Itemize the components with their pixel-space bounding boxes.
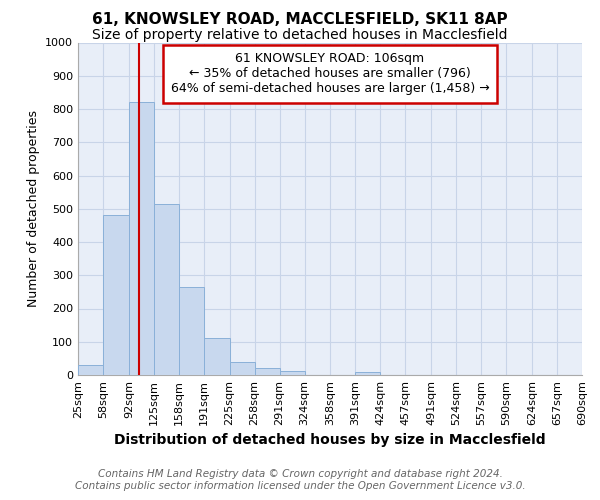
- Text: Size of property relative to detached houses in Macclesfield: Size of property relative to detached ho…: [92, 28, 508, 42]
- Bar: [230, 362, 254, 375]
- X-axis label: Distribution of detached houses by size in Macclesfield: Distribution of detached houses by size …: [114, 434, 546, 448]
- Bar: [280, 371, 305, 375]
- Bar: [355, 372, 380, 375]
- Bar: [78, 365, 103, 375]
- Bar: [154, 204, 179, 375]
- Text: Contains HM Land Registry data © Crown copyright and database right 2024.
Contai: Contains HM Land Registry data © Crown c…: [74, 470, 526, 491]
- Text: 61, KNOWSLEY ROAD, MACCLESFIELD, SK11 8AP: 61, KNOWSLEY ROAD, MACCLESFIELD, SK11 8A…: [92, 12, 508, 28]
- Bar: [179, 287, 204, 375]
- Bar: [254, 368, 280, 375]
- Bar: [129, 102, 154, 375]
- Text: 61 KNOWSLEY ROAD: 106sqm
← 35% of detached houses are smaller (796)
64% of semi-: 61 KNOWSLEY ROAD: 106sqm ← 35% of detach…: [170, 52, 490, 96]
- Bar: [204, 338, 230, 375]
- Bar: [103, 216, 129, 375]
- Y-axis label: Number of detached properties: Number of detached properties: [26, 110, 40, 307]
